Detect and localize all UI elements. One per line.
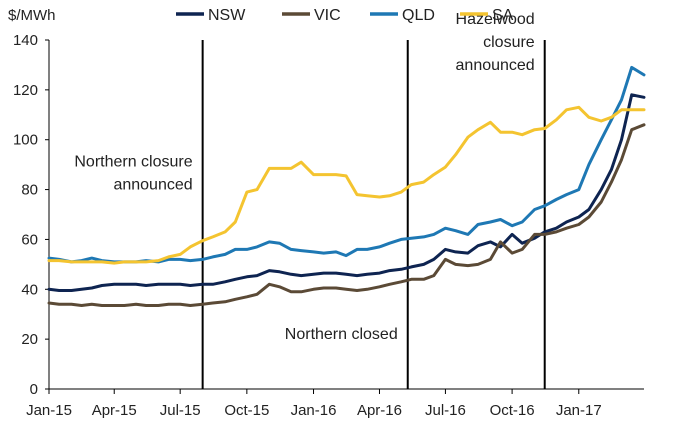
x-tick-label: Jul-15 [160, 402, 201, 419]
x-tick-label: Jan-15 [26, 402, 72, 419]
y-tick-label: 120 [13, 82, 38, 99]
legend-label: SA [492, 7, 514, 24]
x-tick-label: Oct-15 [224, 402, 269, 419]
y-tick-label: 0 [30, 381, 38, 398]
x-tick-label: Jul-16 [425, 402, 466, 419]
event-markers: Northern closure announced Northern closed… [74, 11, 546, 389]
x-tick-label: Apr-16 [357, 402, 402, 419]
y-tick-label: 140 [13, 32, 38, 49]
y-tick-label: 60 [21, 231, 38, 248]
axes: 0 20 40 60 80 100 120 140 $/MWh Jan-15 Apr-15 Jul-1… [8, 7, 644, 419]
series-line-sa [47, 105, 646, 265]
legend-label: NSW [208, 7, 246, 24]
event-annotation: announced [113, 177, 192, 194]
y-tick-label: 80 [21, 182, 38, 199]
y-axis-label: $/MWh [8, 7, 56, 24]
x-tick-label: Jan-16 [291, 402, 337, 419]
x-tick-label: Apr-15 [92, 402, 137, 419]
event-annotation: closure [483, 34, 535, 51]
y-tick-label: 100 [13, 132, 38, 149]
event-annotation: Northern closure [74, 154, 192, 171]
series-line-nsw [47, 93, 646, 292]
series-lines [47, 65, 646, 307]
legend-label: VIC [314, 7, 341, 24]
legend: NSW VIC QLD SA [176, 7, 514, 24]
event-annotation: Northern closed [285, 326, 398, 343]
x-tick-label: Oct-16 [490, 402, 535, 419]
event-annotation: announced [456, 57, 535, 74]
series-line-vic [47, 123, 646, 307]
legend-label: QLD [402, 7, 435, 24]
x-tick-label: Jan-17 [556, 402, 602, 419]
y-tick-label: 20 [21, 331, 38, 348]
y-tick-label: 40 [21, 281, 38, 298]
